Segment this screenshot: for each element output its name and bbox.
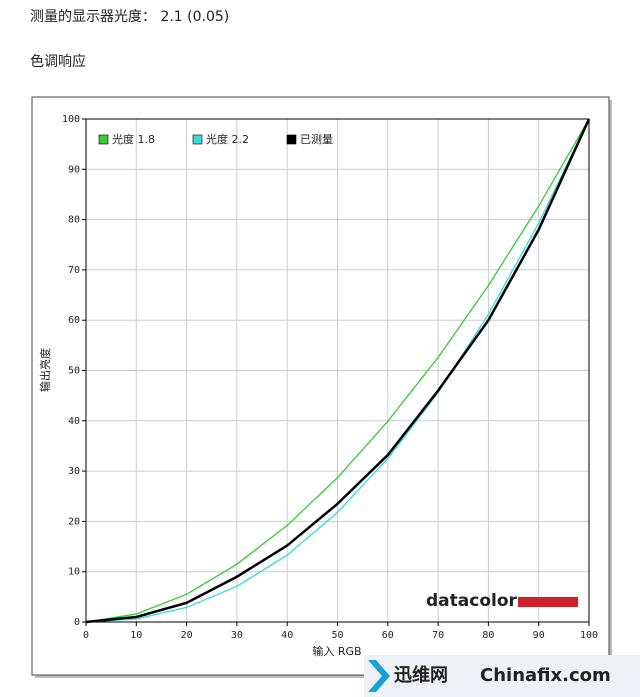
legend-swatch <box>192 134 203 145</box>
x-tick-label: 10 <box>130 630 142 641</box>
watermark-bg <box>364 655 640 697</box>
y-tick-label: 70 <box>68 265 80 276</box>
y-tick-label: 100 <box>62 114 80 125</box>
logo: datacolor <box>426 591 518 611</box>
y-tick-label: 60 <box>68 315 80 326</box>
logo-bar <box>518 597 578 607</box>
y-tick-label: 20 <box>68 516 80 527</box>
legend-swatch <box>98 134 109 145</box>
y-tick-label: 30 <box>68 466 80 477</box>
x-tick-label: 20 <box>181 630 193 641</box>
y-tick-label: 90 <box>68 164 80 175</box>
y-tick-label: 40 <box>68 416 80 427</box>
x-tick-label: 70 <box>432 630 444 641</box>
x-tick-label: 80 <box>482 630 494 641</box>
legend-label: 光度 2.2 <box>206 132 249 146</box>
series-line <box>85 118 590 623</box>
plot: 0 10 20 30 40 50 60 70 80 90 100 0 10 20 30 40 50 60 70 80 9… <box>62 114 598 641</box>
x-tick-label: 0 <box>83 630 89 641</box>
legend-label: 已测量 <box>300 133 333 146</box>
series-line <box>85 118 591 624</box>
x-tick-label: 40 <box>281 630 293 641</box>
watermark-icon <box>368 660 390 692</box>
y-tick-label: 50 <box>68 366 80 377</box>
y-tick-label: 10 <box>68 567 80 578</box>
y-axis-label: 输出亮度 <box>38 348 52 392</box>
x-axis-label: 输入 RGB <box>312 644 361 658</box>
legend-label: 光度 1.8 <box>112 132 155 146</box>
watermark-en: Chinafix.com <box>480 665 611 686</box>
x-tick-label: 100 <box>580 630 598 641</box>
watermark-cn: 迅维网 <box>394 664 448 686</box>
plot-border <box>85 118 590 623</box>
legend-swatch <box>286 134 297 145</box>
series-line <box>85 118 590 623</box>
y-tick-label: 80 <box>68 215 80 226</box>
x-tick-label: 60 <box>382 630 394 641</box>
y-tick-label: 0 <box>74 617 80 628</box>
heading: 测量的显示器光度： 2.1 (0.05) <box>30 9 229 25</box>
x-tick-label: 90 <box>533 630 545 641</box>
section-title: 色调响应 <box>30 53 86 70</box>
x-tick-label: 50 <box>331 630 343 641</box>
x-tick-label: 30 <box>231 630 243 641</box>
